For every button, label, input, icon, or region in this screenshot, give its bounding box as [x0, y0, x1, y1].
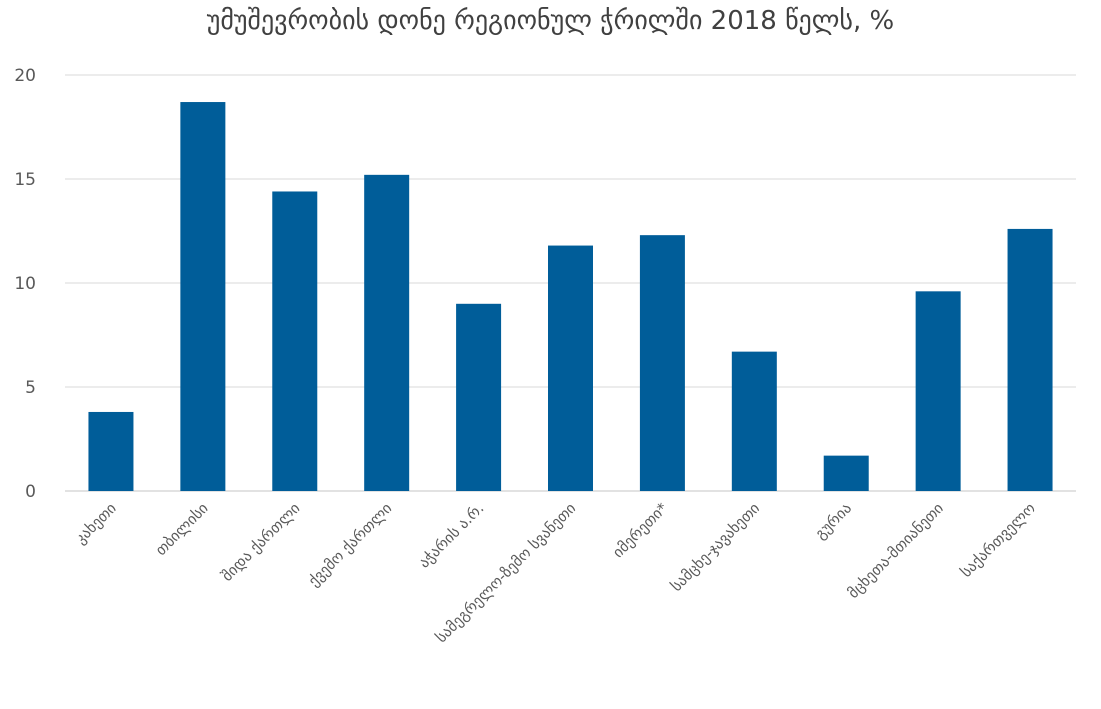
- y-tick-label: 0: [25, 482, 36, 502]
- x-tick-label: მცხეთა-მთიანეთი: [844, 499, 947, 602]
- x-tick-label: საქართველო: [957, 499, 1039, 581]
- x-tick-label: თბილისი: [152, 499, 212, 559]
- x-tick-label: კახეთი: [71, 499, 120, 548]
- bar: [548, 245, 593, 491]
- y-tick-label: 5: [25, 378, 36, 398]
- x-tick-label: ქვემო ქართლი: [305, 499, 396, 590]
- y-axis-ticks: 0 5 10 15 20: [14, 66, 36, 502]
- x-tick-label: შიდა ქართლი: [218, 499, 304, 585]
- bar: [88, 411, 134, 491]
- y-tick-label: 15: [14, 170, 36, 190]
- bar: [272, 191, 318, 492]
- bar: [731, 351, 777, 491]
- x-tick-label: იმერეთი*: [609, 499, 672, 562]
- x-axis-ticks: კახეთი თბილისი შიდა ქართლი ქვემო ქართლი აჭარ…: [71, 499, 1039, 647]
- bar: [364, 174, 410, 491]
- bar: [180, 102, 226, 491]
- x-tick-label: სამცხე-ჯავახეთი: [667, 499, 763, 595]
- bar: [915, 291, 961, 491]
- chart-title: უმუშევრობის დონე რეგიონულ ჭრილში 2018 წე…: [206, 6, 895, 36]
- bar: [639, 235, 685, 491]
- bar: [456, 303, 502, 491]
- bars: [88, 102, 1053, 492]
- bar: [1007, 228, 1053, 492]
- bar: [823, 455, 869, 491]
- y-tick-label: 20: [14, 66, 36, 86]
- x-tick-label: გურია: [811, 499, 855, 543]
- x-tick-label: აჭარის ა.რ.: [415, 499, 487, 571]
- y-tick-label: 10: [14, 274, 36, 294]
